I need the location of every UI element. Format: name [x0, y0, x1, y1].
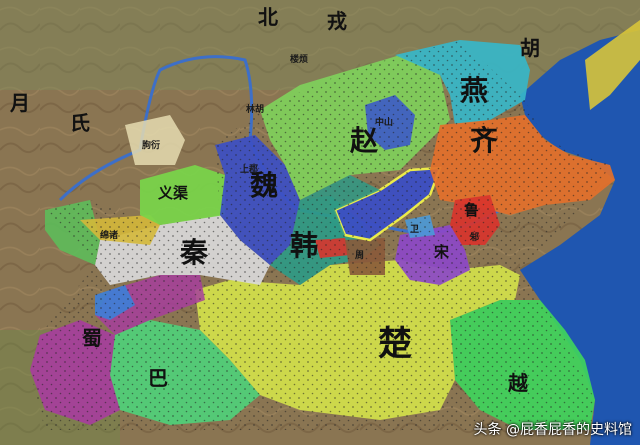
sea	[520, 30, 640, 445]
label-ba: 巴	[148, 366, 168, 390]
label-song: 宋	[433, 243, 450, 261]
label-yiqu: 义渠	[158, 184, 188, 202]
steppe-north	[0, 0, 640, 90]
label-linhu: 林胡	[246, 103, 264, 115]
label-chu: 楚	[378, 324, 412, 364]
label-bei: 北	[258, 5, 278, 29]
liaodong-peninsula	[585, 20, 640, 110]
region-yiqu	[140, 165, 225, 225]
label-han: 韩	[290, 229, 318, 262]
label-qi: 齐	[470, 124, 499, 157]
label-hu-ne: 胡	[520, 36, 540, 60]
label-loufan: 楼烦	[290, 53, 308, 65]
watermark: 头条 @屁香屁香的史料馆	[473, 422, 632, 438]
label-small-2: 绵诸	[100, 229, 118, 241]
label-small-1: 朐衍	[142, 139, 160, 151]
label-small-5: 邾	[469, 231, 479, 243]
label-lu: 鲁	[464, 201, 479, 219]
label-small-3: 上郡	[240, 163, 258, 175]
region-quyan	[125, 115, 185, 165]
label-qin: 秦	[179, 236, 209, 269]
label-small-4: 中山	[375, 116, 393, 128]
label-shu: 蜀	[82, 326, 102, 350]
label-yue-west: 月	[9, 91, 30, 115]
label-yue-se: 越	[507, 371, 529, 395]
label-yan: 燕	[460, 74, 488, 107]
label-zhao: 赵	[349, 124, 378, 157]
label-wei: 魏	[250, 169, 278, 202]
settlement-dots	[30, 40, 610, 430]
label-rong: 戎	[327, 9, 347, 33]
label-wey: 卫	[410, 224, 419, 235]
label-shi: 氏	[70, 111, 90, 135]
label-zhou: 周	[355, 250, 364, 261]
